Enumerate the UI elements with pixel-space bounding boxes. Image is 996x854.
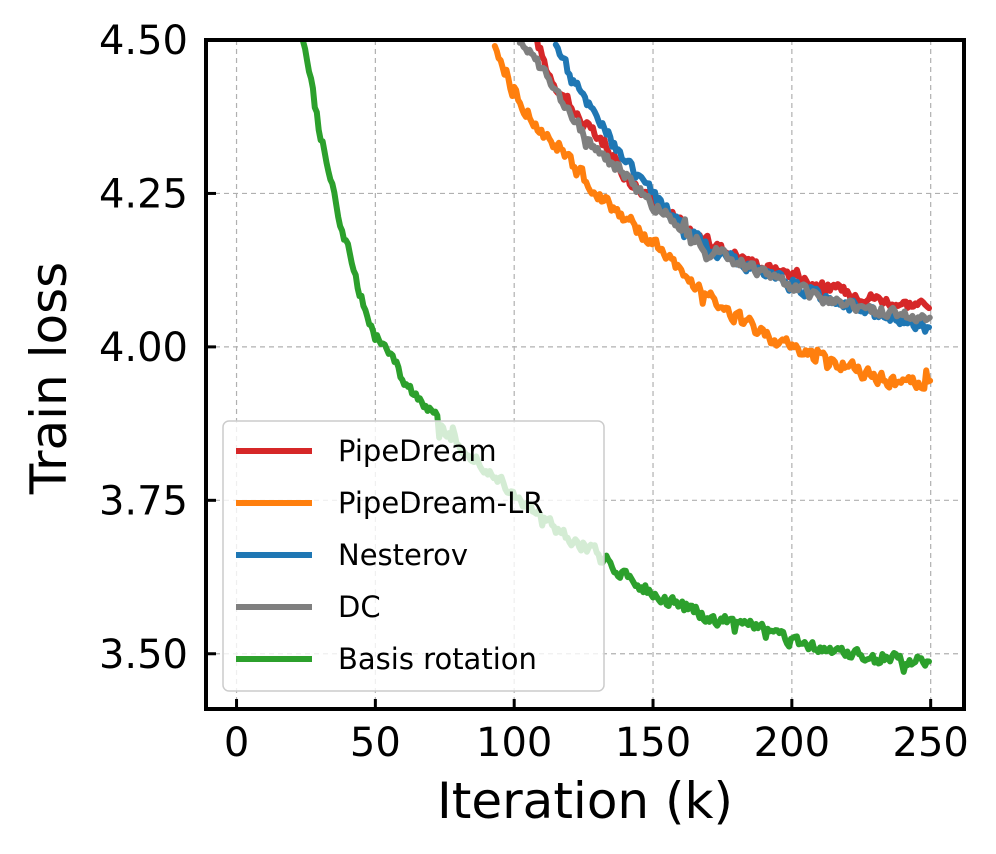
x-axis-label: Iteration (k) [437, 772, 733, 830]
y-tick-label: 3.50 [99, 632, 188, 678]
ticks: 0 50 100 150 200 250 3.50 3.75 4.00 4.25 4.50 [99, 18, 969, 766]
legend-label: PipeDream [338, 434, 497, 468]
y-axis-label: Train loss [20, 262, 78, 495]
series-line-pipedream-lr [491, 43, 934, 392]
series-line-dc [516, 40, 933, 325]
x-tick-label: 250 [893, 720, 969, 766]
x-tick-label: 100 [476, 720, 552, 766]
y-tick-label: 4.00 [99, 325, 188, 371]
legend-label: DC [338, 590, 381, 624]
legend-label: PipeDream-LR [338, 486, 543, 520]
x-tick-label: 200 [754, 720, 830, 766]
plot-frame [204, 38, 966, 711]
series-lines [300, 40, 934, 675]
legend-label: Nesterov [338, 538, 468, 572]
series-line-nesterov [552, 41, 932, 335]
legend-box [222, 420, 605, 692]
x-tick-label: 150 [615, 720, 691, 766]
legend-label: Basis rotation [338, 642, 537, 676]
y-tick-label: 4.25 [99, 171, 188, 217]
x-tick-label: 0 [224, 720, 249, 766]
x-tick-label: 50 [350, 720, 401, 766]
y-tick-label: 3.75 [99, 478, 188, 524]
y-tick-label: 4.50 [99, 18, 188, 64]
legend: PipeDream PipeDream-LR Nesterov DC Basis rot… [222, 420, 605, 692]
series-line-basis-rotation [300, 40, 932, 675]
